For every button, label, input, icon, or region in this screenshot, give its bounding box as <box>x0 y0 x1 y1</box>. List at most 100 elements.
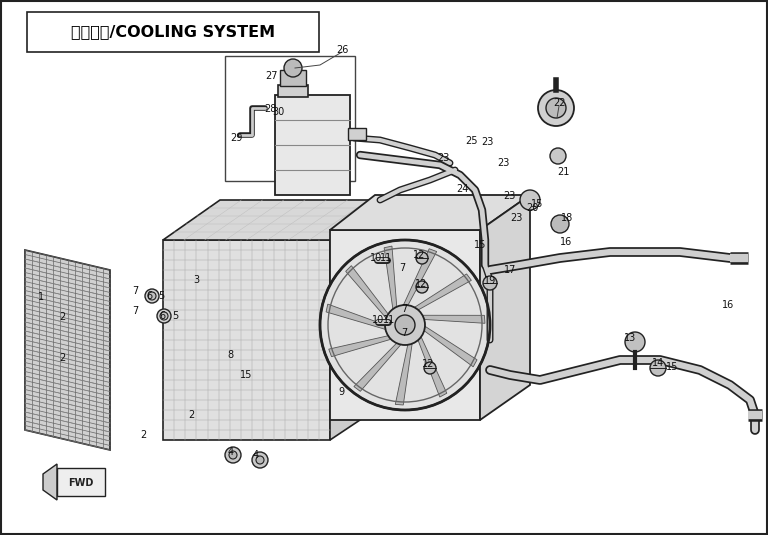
Circle shape <box>225 447 241 463</box>
Circle shape <box>160 312 168 320</box>
Text: 3: 3 <box>193 275 199 285</box>
Text: 23: 23 <box>497 158 509 168</box>
Circle shape <box>148 292 156 300</box>
Polygon shape <box>25 250 110 450</box>
Circle shape <box>252 452 268 468</box>
Polygon shape <box>330 200 390 440</box>
Bar <box>27 12 319 52</box>
Polygon shape <box>163 240 330 440</box>
Text: 7: 7 <box>401 328 407 338</box>
Circle shape <box>229 451 237 459</box>
Text: 5: 5 <box>158 291 164 301</box>
Bar <box>225 56 355 181</box>
Text: 11: 11 <box>380 253 392 263</box>
Text: 2: 2 <box>140 430 146 440</box>
Circle shape <box>538 90 574 126</box>
Circle shape <box>625 332 645 352</box>
Circle shape <box>256 456 264 464</box>
Polygon shape <box>330 195 530 230</box>
Circle shape <box>520 190 540 210</box>
Text: 12: 12 <box>422 359 434 369</box>
Text: 9: 9 <box>338 387 344 397</box>
Text: 22: 22 <box>553 98 565 108</box>
Bar <box>278 85 308 97</box>
Text: 16: 16 <box>722 300 734 310</box>
Text: 23: 23 <box>510 213 522 223</box>
Circle shape <box>416 252 428 264</box>
Text: 冷却系统/COOLING SYSTEM: 冷却系统/COOLING SYSTEM <box>71 25 275 40</box>
Text: 7: 7 <box>401 304 407 314</box>
Text: 23: 23 <box>481 137 493 147</box>
Circle shape <box>157 309 171 323</box>
Bar <box>57 468 105 496</box>
Text: 21: 21 <box>557 167 569 177</box>
Text: 15: 15 <box>240 370 252 380</box>
Polygon shape <box>402 249 437 307</box>
Text: 10: 10 <box>370 253 382 263</box>
Polygon shape <box>480 195 530 420</box>
Text: 12: 12 <box>413 250 425 260</box>
Text: 6: 6 <box>146 291 152 301</box>
Text: 6: 6 <box>159 311 165 321</box>
Polygon shape <box>329 335 393 357</box>
Polygon shape <box>354 342 402 391</box>
Polygon shape <box>346 266 389 320</box>
Text: 15: 15 <box>474 240 486 250</box>
Circle shape <box>145 289 159 303</box>
Bar <box>348 128 366 140</box>
Text: 7: 7 <box>399 263 406 273</box>
Circle shape <box>416 281 428 293</box>
Polygon shape <box>163 200 390 240</box>
Text: 28: 28 <box>264 104 276 114</box>
Text: 10: 10 <box>372 315 384 325</box>
Circle shape <box>483 276 497 290</box>
Text: 23: 23 <box>437 153 449 163</box>
Text: 30: 30 <box>272 107 284 117</box>
Text: 16: 16 <box>560 237 572 247</box>
Polygon shape <box>384 246 397 311</box>
Polygon shape <box>420 315 485 323</box>
Text: 2: 2 <box>59 312 65 322</box>
Text: 27: 27 <box>265 71 277 81</box>
Text: 12: 12 <box>415 279 427 289</box>
Text: 2: 2 <box>188 410 194 420</box>
Text: 15: 15 <box>531 199 543 209</box>
Circle shape <box>424 362 436 374</box>
Text: 11: 11 <box>383 315 395 325</box>
Polygon shape <box>412 274 472 311</box>
Text: 4: 4 <box>228 447 234 457</box>
Bar <box>275 95 350 195</box>
Text: 25: 25 <box>465 136 477 146</box>
Text: 24: 24 <box>456 184 468 194</box>
Polygon shape <box>326 304 388 330</box>
Circle shape <box>284 59 302 77</box>
Text: 20: 20 <box>526 203 538 213</box>
Bar <box>280 70 306 86</box>
Text: 4: 4 <box>253 450 259 460</box>
Text: FWD: FWD <box>68 478 94 488</box>
Circle shape <box>320 240 490 410</box>
Text: 5: 5 <box>172 311 178 321</box>
Text: 19: 19 <box>484 276 496 286</box>
Polygon shape <box>422 325 477 367</box>
Polygon shape <box>330 230 480 420</box>
Circle shape <box>550 148 566 164</box>
Polygon shape <box>43 464 57 500</box>
Text: 15: 15 <box>666 362 678 372</box>
Polygon shape <box>396 341 412 405</box>
Polygon shape <box>417 335 447 397</box>
Text: 2: 2 <box>59 353 65 363</box>
Text: 1: 1 <box>38 292 44 302</box>
Text: 14: 14 <box>652 358 664 368</box>
Circle shape <box>385 305 425 345</box>
Text: 17: 17 <box>504 265 516 275</box>
Circle shape <box>650 360 666 376</box>
Text: 26: 26 <box>336 45 348 55</box>
Text: 29: 29 <box>230 133 242 143</box>
Circle shape <box>395 315 415 335</box>
Text: 13: 13 <box>624 333 636 343</box>
Text: 18: 18 <box>561 213 573 223</box>
Circle shape <box>551 215 569 233</box>
Text: 23: 23 <box>503 191 515 201</box>
Text: 8: 8 <box>227 350 233 360</box>
